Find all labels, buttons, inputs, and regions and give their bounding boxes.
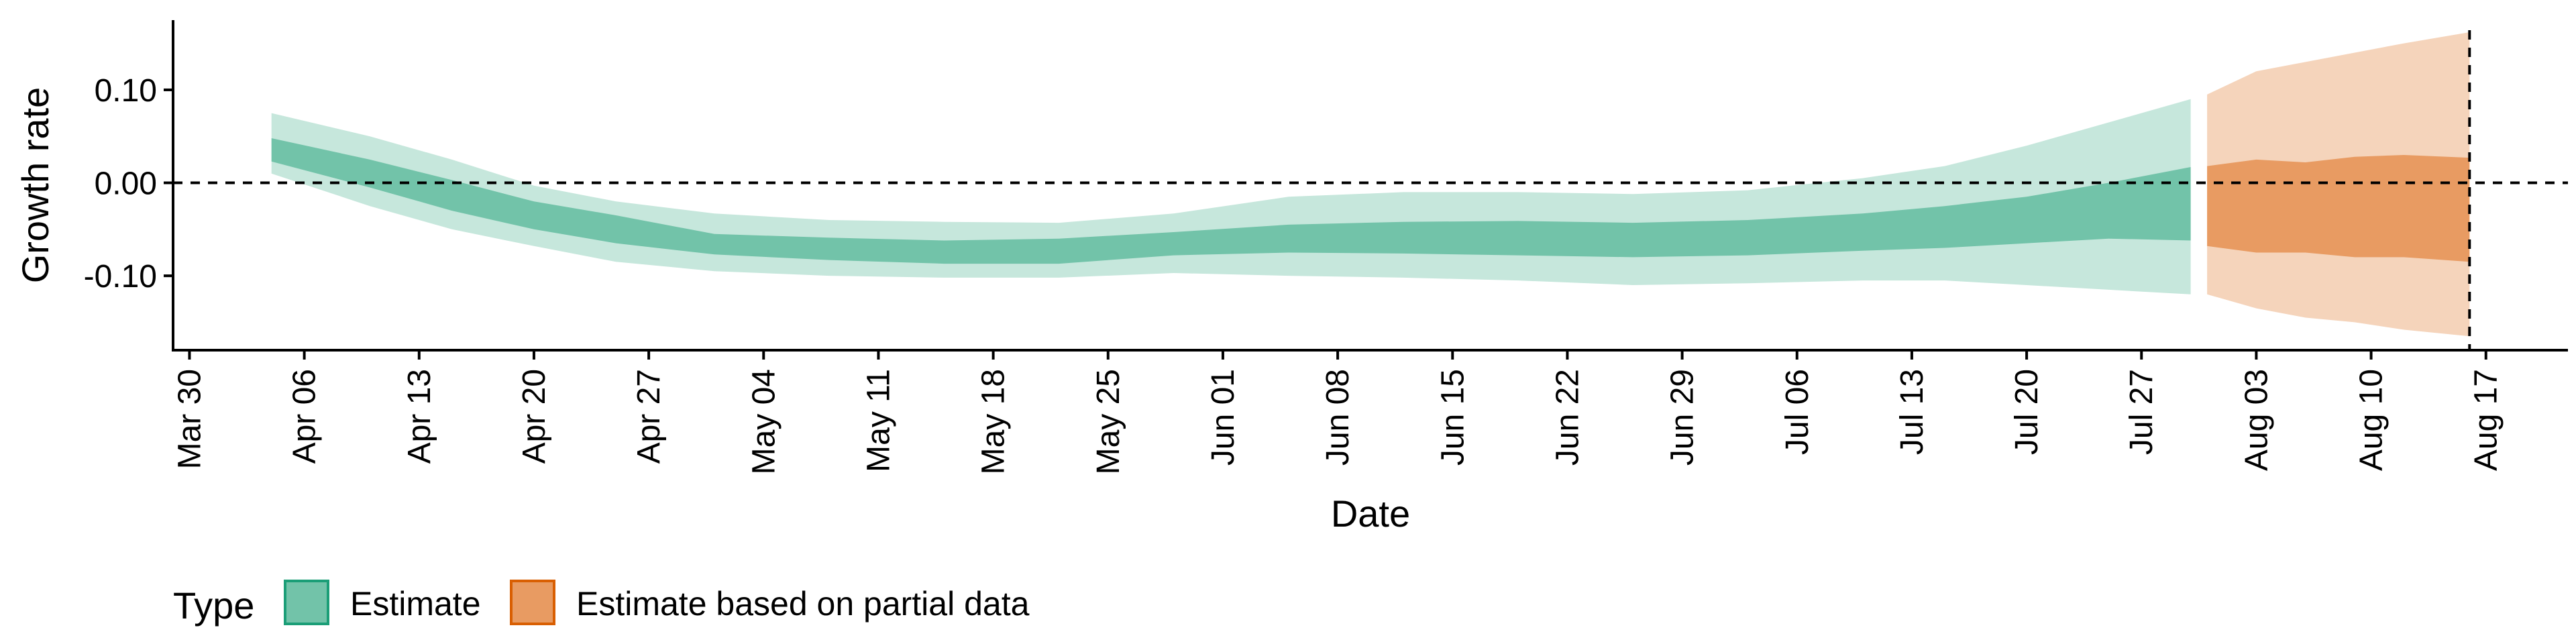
legend-title: Type: [173, 584, 254, 627]
legend: Type Estimate Estimate based on partial d…: [173, 580, 1030, 627]
y-tick-label: 0.10: [95, 73, 157, 109]
x-tick-label: Jun 08: [1320, 369, 1356, 466]
band-layer: [271, 32, 2470, 337]
x-tick-label: Jul 13: [1894, 369, 1930, 455]
legend-entries: Estimate Estimate based on partial data: [284, 580, 1030, 625]
x-tick-label: Mar 30: [172, 369, 207, 469]
x-axis-ticks: Mar 30 Apr 06 Apr 13 Apr 20 Apr 27 May 04 May …: [172, 350, 2504, 474]
x-tick-label: May 18: [976, 369, 1012, 474]
x-tick-label: Apr 06: [287, 369, 323, 464]
x-tick-label: Apr 27: [631, 369, 667, 464]
legend-label-1: Estimate based on partial data: [576, 585, 1030, 623]
axes: [172, 20, 2568, 352]
series-0-outer-band: [271, 99, 2191, 294]
x-tick-label: May 04: [746, 369, 782, 474]
x-tick-label: Apr 13: [402, 369, 437, 464]
y-axis-title: Growth rate: [14, 87, 56, 284]
legend-key-1: [510, 580, 555, 625]
x-tick-label: Aug 10: [2354, 369, 2390, 471]
x-tick-label: Jun 01: [1205, 369, 1241, 466]
x-tick-label: Jun 22: [1550, 369, 1585, 466]
y-tick-label: 0.00: [95, 166, 157, 202]
x-axis-title: Date: [1331, 492, 1410, 535]
y-tick-label: -0.10: [84, 259, 157, 294]
x-tick-label: Jul 06: [1780, 369, 1815, 455]
x-tick-label: Jul 20: [2009, 369, 2045, 455]
x-tick-label: Jun 15: [1435, 369, 1470, 466]
x-tick-label: May 11: [861, 369, 896, 472]
x-tick-label: Jun 29: [1665, 369, 1701, 466]
reference-lines: [173, 30, 2568, 350]
x-tick-label: Jul 27: [2124, 369, 2159, 455]
x-tick-label: May 25: [1091, 369, 1126, 474]
x-tick-label: Aug 03: [2239, 369, 2274, 471]
x-tick-label: Aug 17: [2469, 369, 2504, 471]
legend-label-0: Estimate: [350, 585, 481, 623]
series-0-inner-band: [271, 138, 2191, 264]
series-1-inner-band: [2207, 155, 2470, 262]
y-axis-ticks: 0.10 0.00 -0.10: [84, 73, 173, 294]
x-tick-label: Apr 20: [517, 369, 552, 464]
legend-key-0: [284, 580, 329, 625]
